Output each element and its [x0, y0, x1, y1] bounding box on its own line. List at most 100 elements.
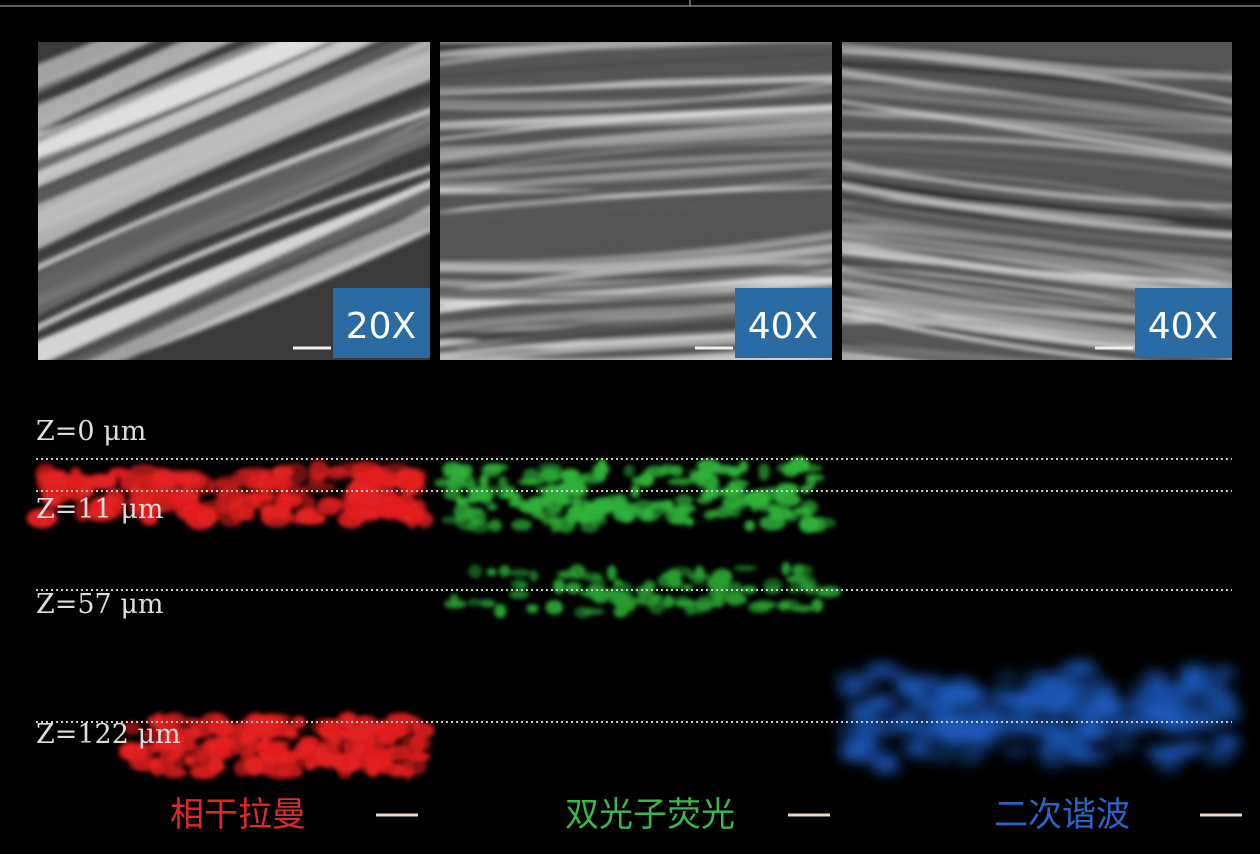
signal-blob [270, 477, 288, 490]
signal-blob [670, 567, 693, 576]
signal-blob [788, 585, 803, 594]
signal-blob [893, 716, 921, 732]
signal-blob [1064, 746, 1092, 762]
signal-blob [758, 463, 770, 481]
signal-blob [343, 503, 375, 518]
signal-blob [695, 596, 714, 611]
signal-blob [386, 713, 414, 724]
signal-blob [511, 579, 528, 589]
signal-blob [835, 670, 863, 686]
signal-blob [518, 478, 543, 485]
signal-blob [563, 475, 581, 490]
signal-blob [695, 566, 705, 581]
signal-blob [639, 473, 654, 488]
signal-blob [499, 565, 510, 577]
signal-blob [478, 492, 493, 504]
signal-blob [668, 478, 694, 485]
signal-blob [759, 516, 786, 531]
depth-label: Z=11 μm [36, 494, 163, 525]
signal-blob [1209, 664, 1237, 680]
signal-blob [458, 464, 473, 478]
signal-blob [394, 722, 409, 737]
signal-blob [1002, 691, 1030, 707]
signal-blob [871, 752, 899, 768]
signal-blob [60, 474, 95, 489]
signal-blob [1211, 692, 1239, 708]
signal-blob [1204, 750, 1232, 766]
signal-blob [728, 479, 749, 489]
signal-blob [621, 516, 634, 524]
signal-blob [624, 465, 635, 478]
signal-blob [328, 739, 339, 747]
signal-blob [553, 579, 565, 594]
signal-blob [545, 600, 563, 614]
signal-blob [695, 473, 719, 488]
signal-blob [176, 470, 207, 491]
depth-label: Z=0 μm [36, 416, 146, 447]
signal-blob [612, 504, 631, 511]
signal-blob [163, 767, 187, 778]
signal-blob [308, 472, 325, 485]
signal-blob [577, 512, 591, 524]
signal-blob [793, 507, 812, 516]
signal-blob [637, 594, 658, 605]
signal-blob [843, 741, 871, 757]
signal-blob [443, 487, 461, 500]
signal-blob [914, 727, 942, 743]
signal-blob [812, 598, 823, 612]
signal-blob [729, 505, 741, 517]
signal-blob [297, 508, 316, 522]
signal-blob [468, 564, 482, 578]
signal-blob [1109, 738, 1137, 754]
figure: 20X40X40XZ=0 μmZ=11 μmZ=57 μmZ=122 μm相干拉… [0, 0, 1260, 854]
signal-blob [1142, 669, 1170, 685]
signal-blob [670, 465, 683, 476]
signal-blob [272, 465, 294, 478]
signal-blob [201, 713, 228, 729]
signal-blob [745, 493, 770, 506]
signal-blob [231, 731, 261, 741]
signal-blob [1034, 742, 1062, 758]
signal-blob [675, 494, 693, 506]
signal-blob [557, 570, 576, 579]
signal-blob [583, 608, 604, 615]
signal-blob [272, 500, 292, 518]
signal-blob [669, 516, 693, 525]
signal-blob [782, 562, 791, 576]
signal-blob [376, 749, 392, 761]
signal-blob [592, 464, 610, 476]
signal-blob [284, 729, 299, 739]
signal-blob [368, 734, 382, 744]
signal-blob [267, 741, 286, 757]
signal-blob [674, 595, 691, 605]
signal-blob [718, 489, 739, 497]
signal-blob [1196, 712, 1224, 728]
signal-blob [381, 472, 401, 482]
signal-blob [753, 600, 776, 609]
signal-blob [927, 748, 955, 764]
signal-blob [542, 518, 558, 525]
signal-blob [455, 513, 478, 530]
signal-blob [557, 516, 575, 534]
signal-blob [801, 464, 823, 472]
signal-blob [509, 590, 529, 599]
signal-blob [1046, 694, 1074, 710]
signal-blob [450, 594, 458, 604]
signal-blob [511, 495, 520, 506]
signal-blob [299, 744, 322, 754]
signal-blob [538, 463, 562, 472]
signal-blob [321, 718, 343, 734]
signal-blob [582, 572, 602, 581]
signal-blob [951, 720, 979, 736]
depth-label: Z=122 μm [36, 719, 181, 750]
modality-label: 双光子荧光 [565, 795, 735, 835]
signal-blob [847, 705, 875, 721]
signal-blob [102, 474, 117, 489]
signal-blob [776, 462, 796, 473]
signal-blob [350, 479, 367, 499]
signal-blob [1211, 732, 1239, 748]
signal-blob [243, 758, 263, 776]
signal-blob [120, 473, 141, 492]
signal-blob [353, 723, 380, 736]
signal-blob [935, 686, 963, 702]
